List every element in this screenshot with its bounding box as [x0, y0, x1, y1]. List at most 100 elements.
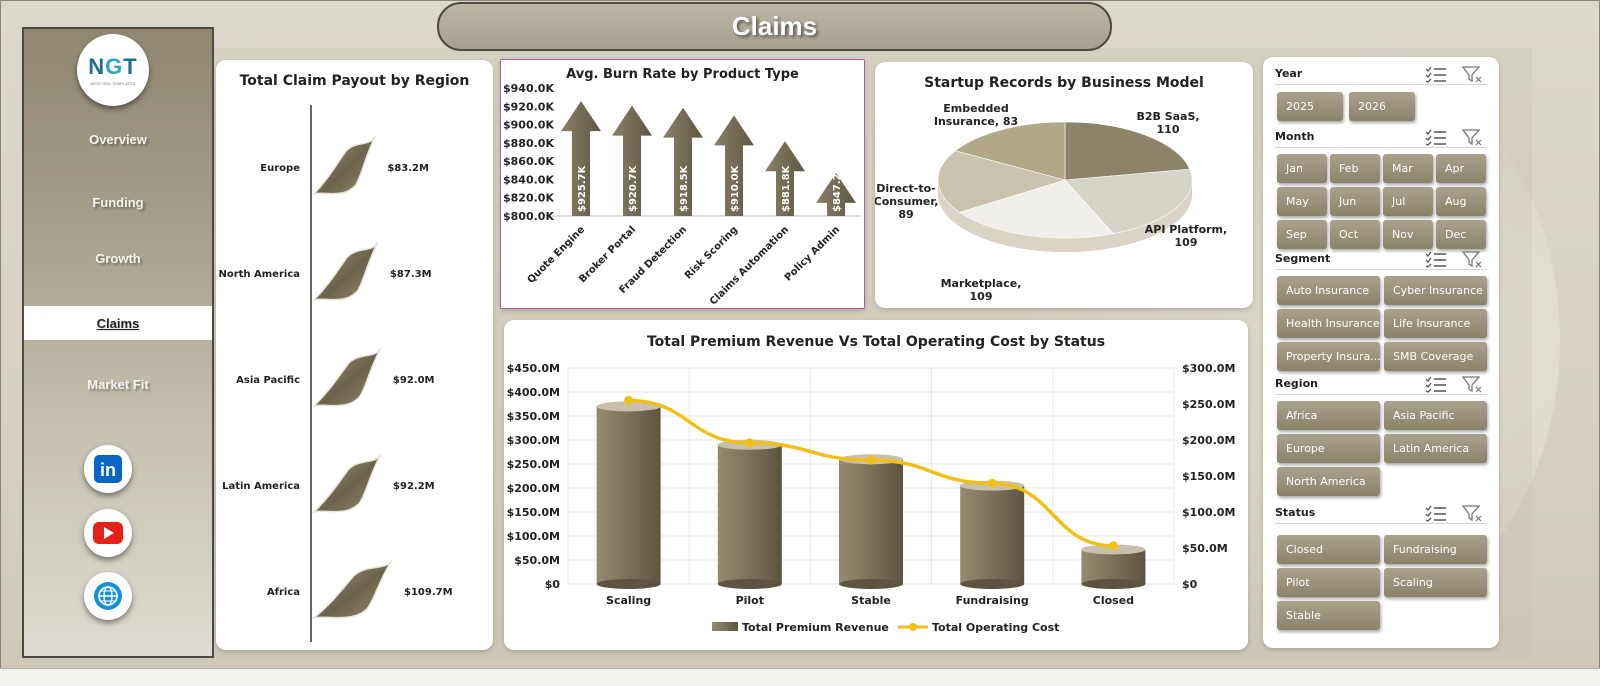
premium-cost-card: Total Premium Revenue Vs Total Operating… — [504, 320, 1248, 650]
burn-rate-tick-label: $920.0K — [503, 100, 554, 113]
segment-option-property-insura[interactable]: Property Insura... — [1277, 342, 1380, 371]
clear-filter-icon[interactable] — [1461, 504, 1483, 522]
month-option-may[interactable]: May — [1277, 187, 1327, 216]
region-filter-title: Region — [1275, 377, 1318, 390]
globe-icon — [94, 582, 122, 610]
sidebar-item-overview[interactable]: Overview — [89, 131, 147, 147]
month-option-aug[interactable]: Aug — [1436, 187, 1486, 216]
month-option-nov[interactable]: Nov — [1383, 220, 1433, 249]
status-option-pilot[interactable]: Pilot — [1277, 568, 1380, 597]
combo-right-tick-label: $150.0M — [1182, 470, 1235, 483]
month-option-mar[interactable]: Mar — [1383, 154, 1433, 183]
multi-select-icon[interactable] — [1425, 375, 1447, 393]
combo-bar — [717, 444, 782, 584]
claim-payout-category-label: Africa — [267, 587, 300, 598]
clear-filter-icon[interactable] — [1461, 250, 1483, 268]
multi-select-icon[interactable] — [1425, 504, 1447, 522]
pie-slice — [958, 179, 1114, 239]
sidebar-item-funding[interactable]: Funding — [92, 194, 144, 210]
region-option-europe[interactable]: Europe — [1277, 434, 1380, 463]
month-option-jun[interactable]: Jun — [1330, 187, 1380, 216]
combo-line-point — [866, 455, 876, 465]
burn-rate-tick-label: $860.0K — [503, 155, 554, 168]
claim-payout-category-label: Latin America — [222, 481, 300, 492]
pie-slice — [937, 150, 1067, 213]
burn-rate-bar — [561, 101, 601, 216]
logo: NGT NEXT GEN TEMPLATES — [77, 34, 149, 106]
segment-filter-title: Segment — [1275, 252, 1331, 265]
segment-option-cyber-insurance[interactable]: Cyber Insurance — [1384, 276, 1487, 305]
burn-rate-category-label: Policy Admin — [783, 224, 842, 283]
combo-category-label: Stable — [851, 594, 891, 607]
region-option-north-america[interactable]: North America — [1277, 467, 1380, 496]
burn-rate-chart: $940.0K $920.0K $900.0K $880.0K $860.0K $840.… — [503, 82, 861, 308]
month-option-dec[interactable]: Dec — [1436, 220, 1486, 249]
sidebar-item-market-fit[interactable]: Market Fit — [87, 376, 149, 392]
premium-cost-chart: $450.0M $400.0M $350.0M $300.0M $250.0M $200.… — [507, 362, 1236, 634]
combo-bar — [839, 459, 903, 584]
region-option-latin-america[interactable]: Latin America — [1384, 434, 1487, 463]
combo-bar-base — [1081, 579, 1146, 589]
status-option-fundraising[interactable]: Fundraising — [1384, 535, 1487, 564]
clear-filter-icon[interactable] — [1461, 375, 1483, 393]
combo-line-point — [1108, 541, 1118, 551]
sidebar-item-claims[interactable]: Claims — [24, 306, 212, 340]
month-option-sep[interactable]: Sep — [1277, 220, 1327, 249]
pie-slice — [954, 121, 1066, 181]
combo-left-tick-label: $150.0M — [507, 506, 560, 519]
month-filter-title: Month — [1275, 130, 1315, 143]
linkedin-button[interactable]: in — [84, 445, 132, 493]
combo-bar — [596, 406, 661, 584]
legend-bar-swatch — [712, 622, 738, 631]
combo-right-tick-label: $250.0M — [1182, 398, 1235, 411]
status-option-closed[interactable]: Closed — [1277, 535, 1380, 564]
combo-bar-base — [960, 579, 1025, 589]
logo-subtitle: NEXT GEN TEMPLATES — [90, 81, 136, 86]
segment-option-life-insurance[interactable]: Life Insurance — [1384, 309, 1487, 338]
svg-text:in: in — [100, 460, 116, 480]
segment-option-auto-insurance[interactable]: Auto Insurance — [1277, 276, 1380, 305]
combo-left-tick-label: $200.0M — [507, 482, 560, 495]
combo-category-label: Pilot — [736, 594, 764, 607]
status-option-stable[interactable]: Stable — [1277, 601, 1380, 630]
status-option-scaling[interactable]: Scaling — [1384, 568, 1487, 597]
pie-slice-label: 109 — [970, 290, 993, 303]
region-option-asia-pacific[interactable]: Asia Pacific — [1384, 401, 1487, 430]
website-button[interactable] — [84, 572, 132, 620]
burn-rate-value-label: $918.5K — [679, 164, 690, 212]
burn-rate-value-label: $920.7K — [628, 164, 639, 212]
region-filter-header: Region — [1275, 375, 1487, 395]
month-option-apr[interactable]: Apr — [1436, 154, 1486, 183]
month-filter-header: Month — [1275, 128, 1487, 148]
claim-payout-bar — [311, 135, 377, 196]
youtube-button[interactable] — [84, 509, 132, 557]
month-option-oct[interactable]: Oct — [1330, 220, 1380, 249]
region-option-africa[interactable]: Africa — [1277, 401, 1380, 430]
combo-bar-base — [717, 579, 782, 589]
burn-rate-bar — [816, 172, 856, 216]
multi-select-icon[interactable] — [1425, 128, 1447, 146]
clear-filter-icon[interactable] — [1461, 65, 1483, 83]
combo-category-label: Closed — [1093, 594, 1134, 607]
combo-left-tick-label: $100.0M — [507, 530, 560, 543]
sidebar-item-growth[interactable]: Growth — [95, 250, 141, 266]
claim-payout-category-label: North America — [218, 269, 300, 280]
claim-payout-value-label: $87.3M — [390, 269, 432, 280]
multi-select-icon[interactable] — [1425, 65, 1447, 83]
combo-line-point — [745, 438, 755, 448]
multi-select-icon[interactable] — [1425, 250, 1447, 268]
segment-option-smb-coverage[interactable]: SMB Coverage — [1384, 342, 1487, 371]
year-option-2026[interactable]: 2026 — [1349, 92, 1415, 121]
claim-payout-value-label: $92.0M — [393, 375, 435, 386]
month-option-jul[interactable]: Jul — [1383, 187, 1433, 216]
burn-rate-category-label: Risk Scoring — [683, 224, 740, 281]
premium-cost-title: Total Premium Revenue Vs Total Operating… — [646, 334, 1106, 350]
year-option-2025[interactable]: 2025 — [1277, 92, 1343, 121]
combo-line-point — [624, 395, 634, 405]
month-option-jan[interactable]: Jan — [1277, 154, 1327, 183]
clear-filter-icon[interactable] — [1461, 128, 1483, 146]
month-option-feb[interactable]: Feb — [1330, 154, 1380, 183]
segment-option-health-insurance[interactable]: Health Insurance — [1277, 309, 1380, 338]
year-filter-title: Year — [1275, 67, 1303, 80]
burn-rate-value-label: $910.0K — [730, 164, 741, 212]
